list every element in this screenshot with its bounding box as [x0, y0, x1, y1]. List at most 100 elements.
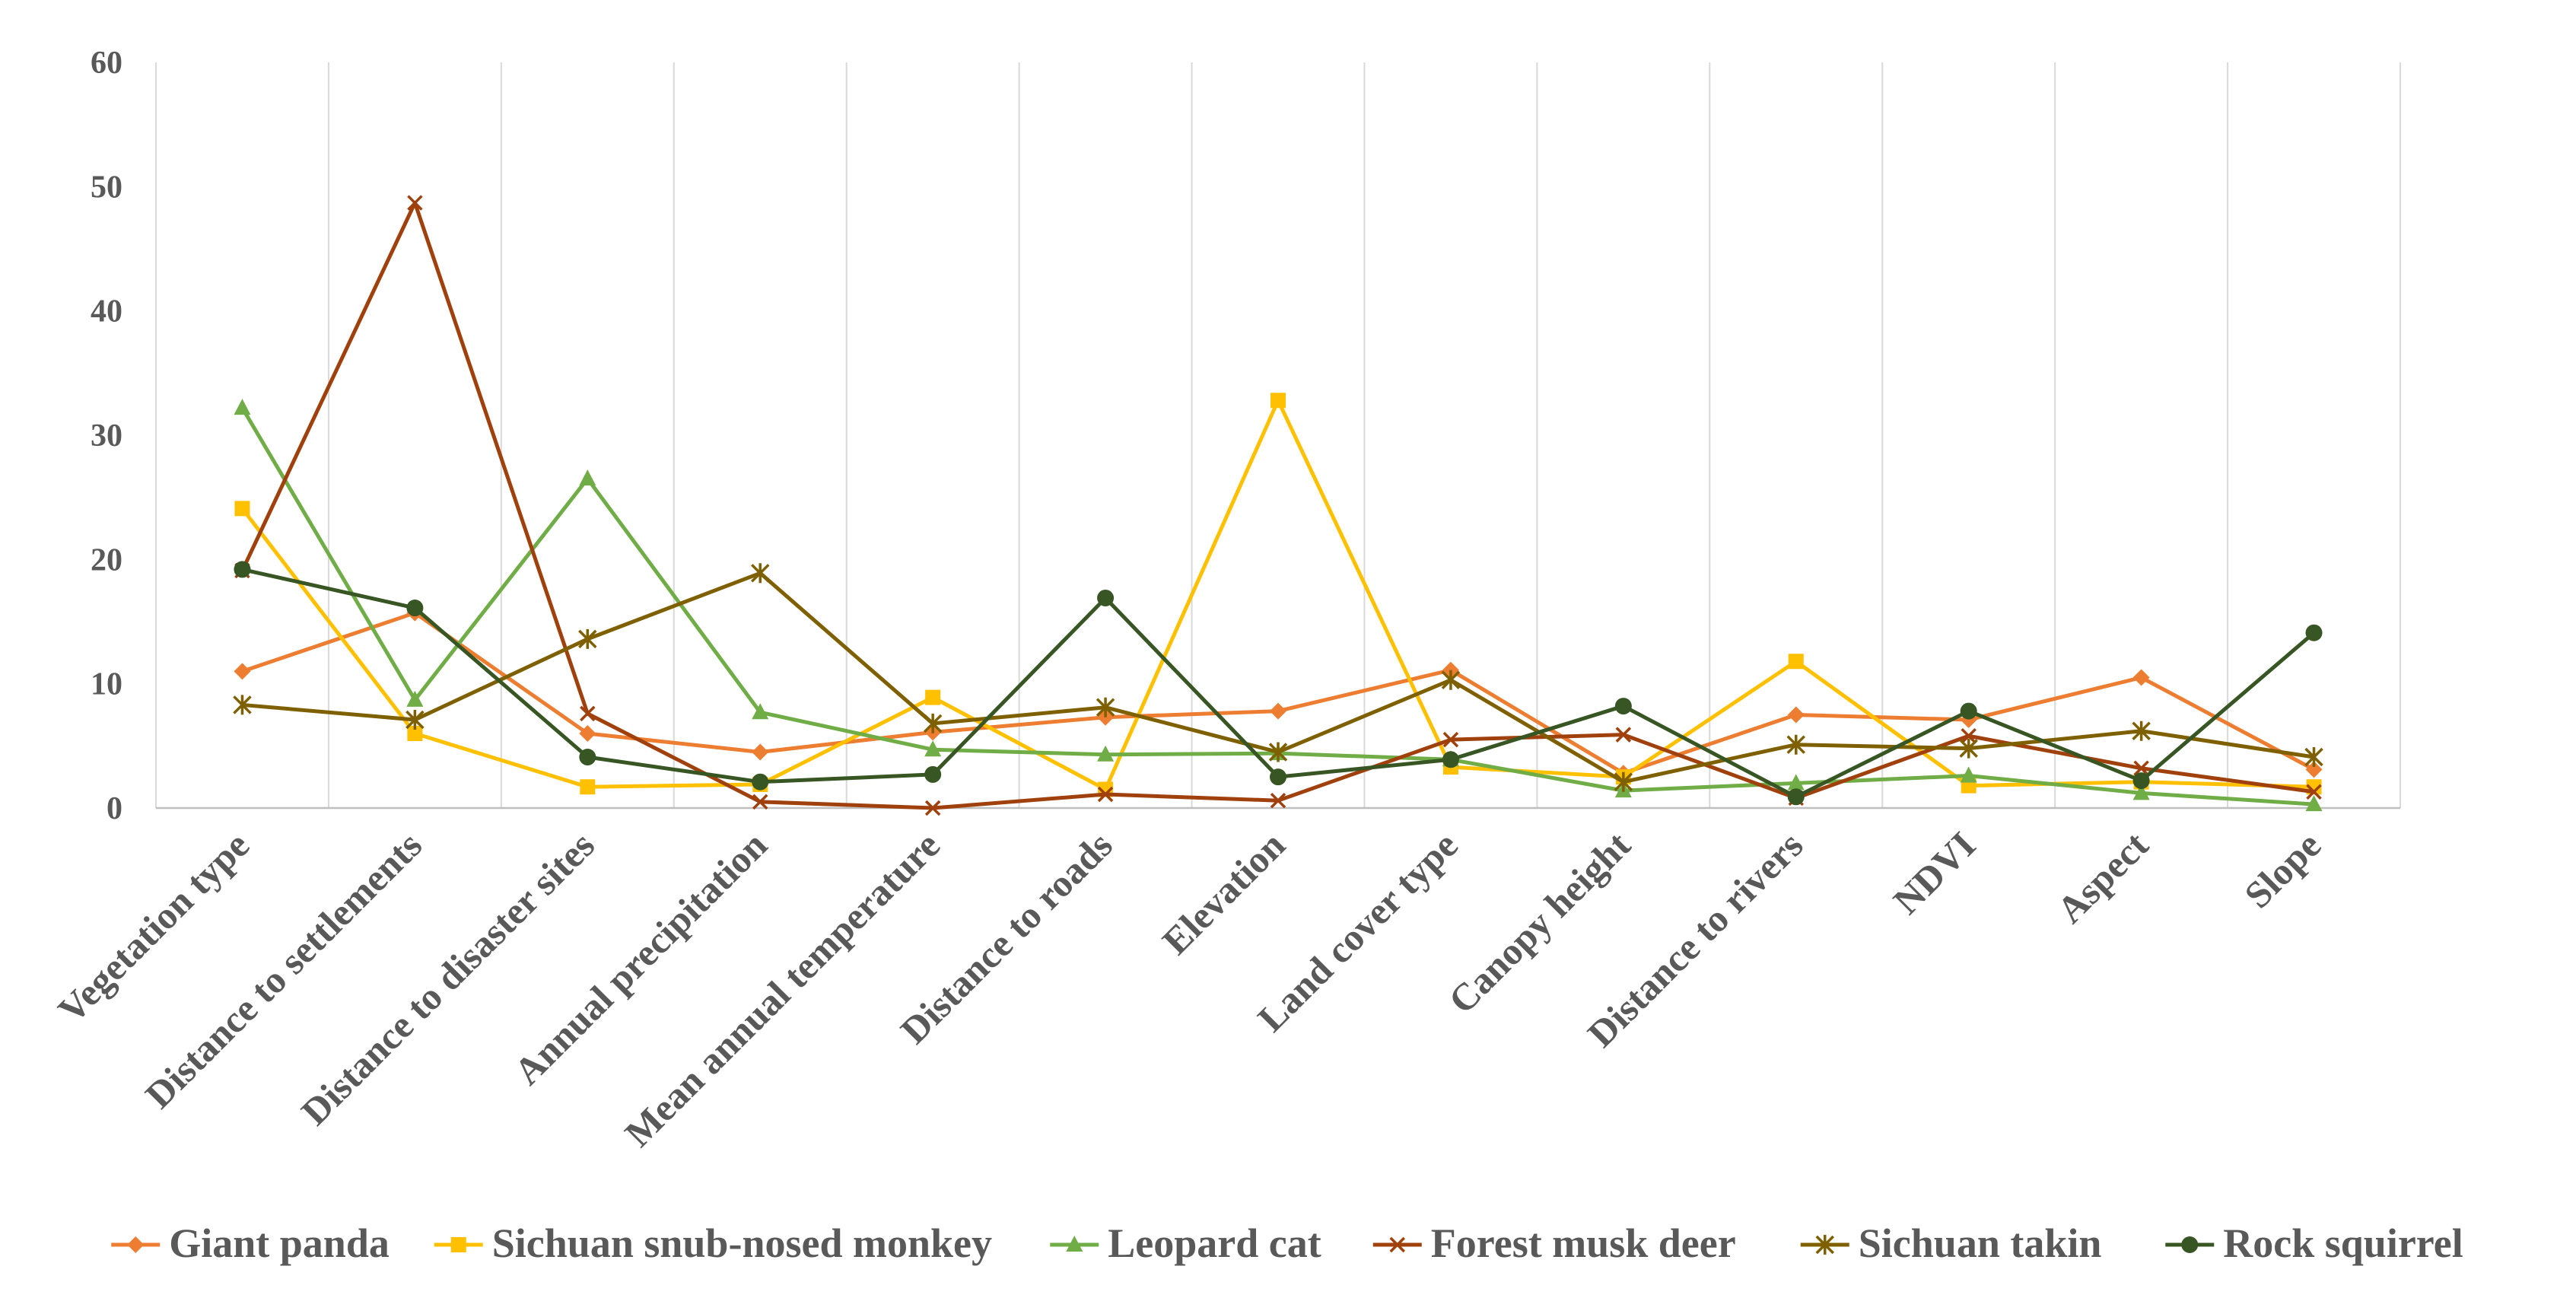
data-point-giant-panda	[1787, 706, 1805, 724]
data-point-leopard-cat	[1097, 745, 1115, 762]
data-point-forest-musk-deer	[2133, 760, 2149, 776]
data-point-forest-musk-deer	[924, 800, 941, 816]
legend-item-sichuan-takin: Sichuan takin	[1800, 1220, 2102, 1266]
data-point-rock-squirrel	[579, 749, 596, 766]
data-point-giant-panda	[579, 725, 596, 742]
legend-marker	[127, 1236, 145, 1253]
data-point-leopard-cat	[579, 469, 596, 486]
data-point-rock-squirrel	[2305, 624, 2323, 641]
data-point-leopard-cat	[752, 703, 769, 720]
data-point-sichuan-takin	[2132, 721, 2151, 741]
data-point-sichuan-takin	[1441, 670, 1461, 690]
data-point-sichuan-takin	[750, 563, 770, 584]
series-sichuan-takin	[233, 563, 2323, 792]
data-point-rock-squirrel	[1787, 788, 1805, 806]
legend-label: Sichuan snub-nosed monkey	[492, 1220, 992, 1266]
data-point-forest-musk-deer	[580, 705, 596, 722]
y-tick-label: 50	[91, 170, 122, 205]
legend-label: Leopard cat	[1108, 1220, 1321, 1266]
x-category-label: Aspect	[2049, 823, 2157, 931]
series-line-sichuan-snub-nosed-monkey	[240, 398, 2314, 791]
data-point-leopard-cat	[2305, 795, 2323, 812]
data-point-rock-squirrel	[1960, 702, 1977, 720]
series-layer	[233, 195, 2323, 816]
legend-marker	[2181, 1236, 2199, 1253]
x-category-label: NDVI	[1885, 823, 1984, 922]
data-point-forest-musk-deer	[1097, 786, 1114, 803]
y-tick-label: 10	[91, 667, 122, 702]
x-category-label: Distance to settlements	[137, 823, 430, 1116]
data-point-leopard-cat	[924, 740, 942, 757]
data-point-sichuan-takin	[1096, 697, 1115, 717]
y-axis: 0 10 20 30 40 50 60	[91, 46, 122, 826]
x-category-label: Elevation	[1154, 823, 1293, 962]
data-point-sichuan-snub-nosed-monkey	[407, 726, 423, 741]
data-point-giant-panda	[2305, 761, 2323, 778]
series-line-rock-squirrel	[241, 567, 2316, 799]
data-point-sichuan-takin	[1268, 742, 1288, 762]
legend-label: Sichuan takin	[1859, 1220, 2102, 1266]
data-point-rock-squirrel	[1097, 589, 1115, 606]
grid-layer	[155, 62, 2401, 810]
legend-item-sichuan-snub-nosed-monkey: Sichuan snub-nosed monkey	[434, 1220, 992, 1266]
legend-item-forest-musk-deer: Forest musk deer	[1372, 1220, 1736, 1266]
data-point-leopard-cat	[406, 690, 424, 707]
data-point-rock-squirrel	[234, 561, 251, 578]
legend: Giant panda Sichuan snub-nosed monkey Leop…	[111, 1220, 2463, 1266]
data-point-leopard-cat	[234, 399, 251, 415]
data-point-forest-musk-deer	[752, 794, 768, 810]
data-point-forest-musk-deer	[2306, 784, 2322, 800]
data-point-forest-musk-deer	[407, 195, 423, 211]
data-point-rock-squirrel	[752, 773, 769, 791]
data-point-sichuan-takin	[405, 710, 425, 730]
y-tick-label: 40	[91, 294, 122, 329]
data-point-giant-panda	[1270, 702, 1286, 720]
legend-marker	[1815, 1235, 1834, 1255]
x-category-label: Distance to disaster sites	[293, 823, 603, 1133]
data-point-rock-squirrel	[1270, 768, 1286, 786]
data-point-forest-musk-deer	[1961, 728, 1977, 744]
data-point-leopard-cat	[1960, 766, 1977, 783]
data-point-giant-panda	[2132, 669, 2150, 686]
y-tick-label: 0	[107, 791, 122, 826]
data-point-giant-panda	[234, 663, 251, 680]
legend-item-giant-panda: Giant panda	[111, 1220, 390, 1266]
legend-label: Forest musk deer	[1431, 1220, 1736, 1266]
data-point-sichuan-takin	[1959, 738, 1978, 759]
data-point-sichuan-takin	[1614, 771, 1633, 792]
data-point-rock-squirrel	[1614, 698, 1632, 715]
data-point-rock-squirrel	[406, 600, 424, 617]
data-point-rock-squirrel	[2132, 772, 2150, 790]
data-point-sichuan-takin	[923, 713, 943, 733]
data-point-rock-squirrel	[1442, 751, 1459, 768]
legend-item-leopard-cat: Leopard cat	[1050, 1220, 1321, 1266]
x-category-label: Mean annual temperature	[616, 823, 948, 1155]
data-point-forest-musk-deer	[1615, 727, 1632, 743]
legend-marker	[1066, 1236, 1083, 1252]
y-tick-label: 60	[91, 46, 122, 81]
data-point-forest-musk-deer	[1442, 731, 1459, 748]
data-point-giant-panda	[752, 743, 769, 761]
y-tick-label: 20	[91, 542, 122, 577]
legend-marker	[450, 1237, 466, 1252]
y-tick-label: 30	[91, 418, 122, 453]
data-point-sichuan-snub-nosed-monkey	[234, 501, 250, 517]
data-point-sichuan-takin	[1786, 734, 1806, 755]
x-category-label: Canopy height	[1440, 823, 1639, 1022]
data-point-sichuan-snub-nosed-monkey	[1271, 393, 1286, 409]
data-point-sichuan-takin	[2304, 747, 2323, 768]
x-category-label: Slope	[2236, 823, 2329, 916]
legend-label: Giant panda	[169, 1220, 390, 1266]
data-point-sichuan-snub-nosed-monkey	[1788, 654, 1804, 670]
series-rock-squirrel	[234, 561, 2323, 806]
data-point-leopard-cat	[1787, 774, 1805, 791]
legend-item-rock-squirrel: Rock squirrel	[2165, 1220, 2463, 1266]
data-point-sichuan-snub-nosed-monkey	[925, 689, 941, 705]
data-point-sichuan-takin	[578, 628, 597, 649]
data-point-forest-musk-deer	[1270, 792, 1286, 809]
data-point-rock-squirrel	[924, 765, 942, 783]
legend-label: Rock squirrel	[2223, 1220, 2463, 1266]
